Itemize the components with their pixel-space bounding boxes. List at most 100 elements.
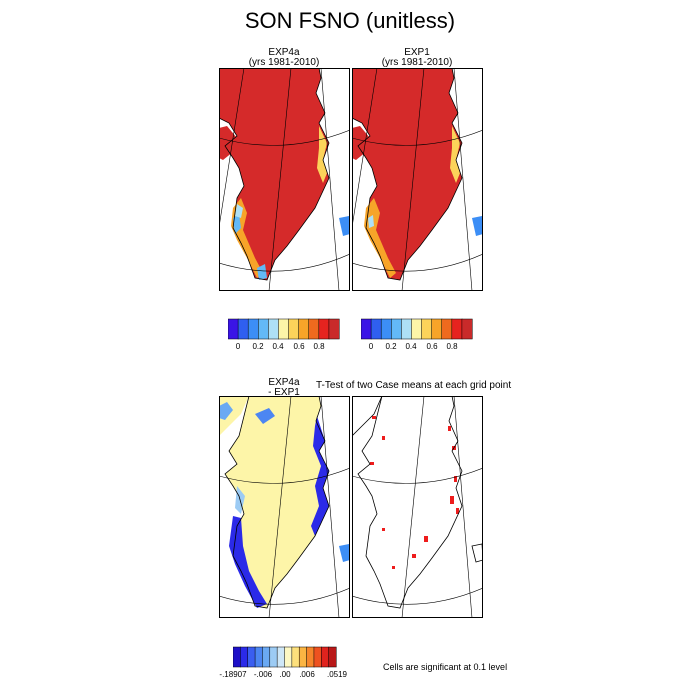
latitude-line-1 <box>352 129 483 146</box>
longitude-line-1 <box>268 68 292 291</box>
significant-cell <box>450 496 454 504</box>
colorbar-swatch <box>321 646 330 668</box>
tick-label: -.006 <box>253 670 273 679</box>
significant-cell <box>382 436 385 440</box>
iceland-fragment <box>339 216 350 236</box>
latitude-line-2 <box>352 253 483 272</box>
tick-label: .006 <box>299 670 315 679</box>
longitude-line-1 <box>401 396 425 618</box>
panel-title-exp1-line1: EXP1 <box>404 47 430 58</box>
colorbar-swatch <box>233 646 241 668</box>
west-coast-light <box>235 204 243 218</box>
colorbar-swatch <box>284 646 293 668</box>
west-coast-blue <box>233 214 241 234</box>
longitude-line-1 <box>268 396 292 618</box>
tick-label: 0.2 <box>252 342 264 351</box>
colorbar-swatch <box>262 646 271 668</box>
longitude-line-2 <box>453 396 473 618</box>
significant-cell <box>392 566 395 569</box>
colorbar-swatch <box>247 318 259 340</box>
panel-title-diff-line2: - EXP1 <box>268 387 300 398</box>
longitude-line-2 <box>453 68 473 291</box>
greenland-coastline <box>357 396 463 609</box>
colorbar-swatch <box>237 318 249 340</box>
tick-label: 0 <box>235 342 241 351</box>
map-panel-exp4a <box>219 68 350 291</box>
longitude-line-3 <box>219 68 245 230</box>
map-panel-diff <box>219 396 350 618</box>
colorbar-swatch <box>228 318 239 340</box>
north-coast-blue <box>255 408 275 424</box>
tick-label: 0.2 <box>385 342 397 351</box>
colorbar-swatch <box>401 318 413 340</box>
colorbar-bottom-ticks: -.18907 -.006 .00 .006 .0519 <box>219 670 347 682</box>
iceland-coastline <box>471 543 483 563</box>
east-coast-blue <box>311 416 329 536</box>
colorbar-swatch <box>247 646 256 668</box>
colorbar-swatch <box>370 318 382 340</box>
latitude-line-2 <box>219 587 350 605</box>
colorbar-swatch <box>431 318 443 340</box>
colorbar-swatch <box>308 318 320 340</box>
panel-title-exp1-line2: (yrs 1981-2010) <box>381 57 453 68</box>
colorbar-swatch <box>328 646 337 668</box>
colorbar-swatch <box>288 318 300 340</box>
tick-label: .00 <box>279 670 291 679</box>
greenland-landmass <box>219 68 329 280</box>
panel-title-exp4a-line1: EXP4a <box>268 47 300 58</box>
colorbar-swatch <box>391 318 402 340</box>
tick-label: .0519 <box>326 670 348 679</box>
colorbar-swatch <box>361 318 372 340</box>
significant-cell <box>372 416 376 419</box>
west-coast-blue <box>229 516 267 608</box>
panel-title-exp4a: EXP4a (yrs 1981-2010) <box>219 48 349 68</box>
colorbar-swatch <box>258 318 269 340</box>
tick-label: 0 <box>368 342 374 351</box>
longitude-line-2 <box>320 396 340 618</box>
colorbar-swatch <box>328 318 340 340</box>
latitude-line-1 <box>219 129 350 146</box>
iceland-fragment <box>339 544 350 562</box>
colorbar-swatch <box>380 318 392 340</box>
significant-cell <box>454 476 457 482</box>
colorbar-swatch <box>451 318 463 340</box>
canada-coastline <box>352 396 383 437</box>
colorbar-swatch <box>461 318 473 340</box>
colorbar-bottom <box>233 646 337 668</box>
greenland-landmass <box>352 68 462 280</box>
colorbar-swatch <box>411 318 423 340</box>
east-coast-band <box>317 126 327 183</box>
tick-label: 0.6 <box>426 342 438 351</box>
panel-title-exp4a-line2: (yrs 1981-2010) <box>248 57 320 68</box>
colorbar-swatch <box>298 318 310 340</box>
colorbar-swatch <box>269 646 278 668</box>
significant-cell <box>412 554 416 558</box>
colorbar-swatch <box>268 318 280 340</box>
colorbar-swatch <box>298 646 308 668</box>
colorbar-top <box>228 318 340 340</box>
iceland-fragment <box>472 216 483 236</box>
longitude-line-3 <box>352 68 378 230</box>
east-coast-band <box>450 126 460 183</box>
tick-label: 0.8 <box>446 342 458 351</box>
canada-island-blue <box>219 402 233 420</box>
colorbar-swatch <box>278 318 290 340</box>
tick-label: 0.4 <box>405 342 417 351</box>
west-coast-blue <box>368 215 374 228</box>
latitude-line-1 <box>219 467 350 484</box>
colorbar-swatch <box>318 318 330 340</box>
tick-label: 0.8 <box>313 342 325 351</box>
colorbar-top-exp1 <box>361 318 473 340</box>
figure-title: SON FSNO (unitless) <box>244 8 456 33</box>
colorbar-top-exp1-ticks: 0 0.2 0.4 0.6 0.8 <box>361 342 473 354</box>
colorbar-swatch <box>276 646 286 668</box>
colorbar-swatch <box>240 646 249 668</box>
colorbar-swatch <box>291 646 300 668</box>
panel-title-diff: EXP4a - EXP1 <box>219 378 349 398</box>
map-panel-exp1 <box>352 68 483 291</box>
latitude-line-1 <box>352 467 483 484</box>
latitude-line-2 <box>219 253 350 272</box>
colorbar-swatch <box>254 646 263 668</box>
panel-title-ttest: T-Test of two Case means at each grid po… <box>316 380 512 391</box>
significant-cell <box>382 528 385 531</box>
